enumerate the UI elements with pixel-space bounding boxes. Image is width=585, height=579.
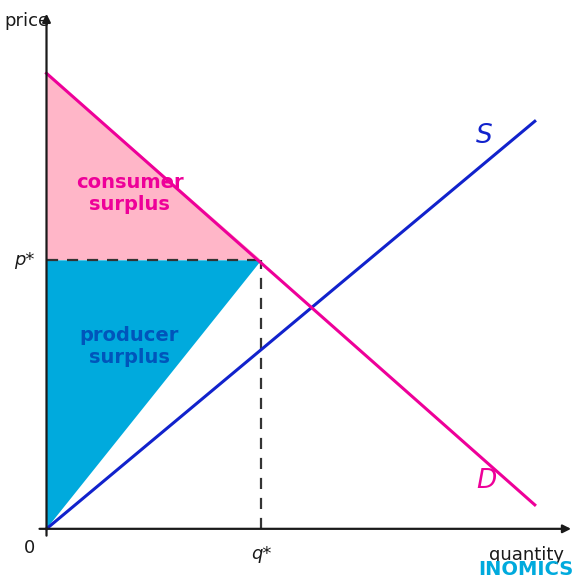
Polygon shape <box>46 261 261 529</box>
Polygon shape <box>46 74 261 261</box>
Text: quantity: quantity <box>489 546 564 564</box>
Text: q*: q* <box>251 545 271 563</box>
Text: 0: 0 <box>24 539 35 557</box>
Text: S: S <box>476 123 493 149</box>
Text: D: D <box>476 468 497 494</box>
Text: price: price <box>5 12 50 30</box>
Text: INOMICS: INOMICS <box>479 560 574 579</box>
Text: consumer
surplus: consumer surplus <box>75 173 183 214</box>
Text: p*: p* <box>15 251 35 269</box>
Text: producer
surplus: producer surplus <box>80 326 179 367</box>
